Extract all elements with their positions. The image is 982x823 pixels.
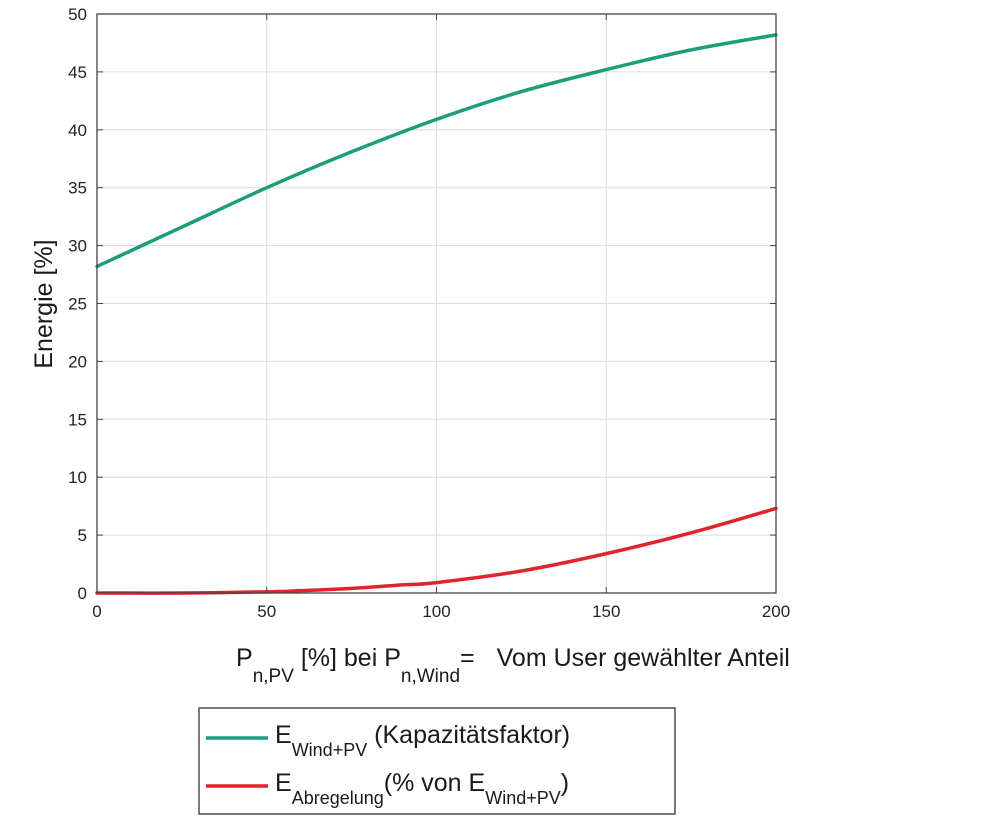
- legend: EWind+PV (Kapazitätsfaktor) EAbregelung(…: [198, 707, 676, 815]
- legend-abregelung-close: ): [561, 769, 569, 797]
- y-tick-label: 15: [68, 410, 87, 429]
- x-axis-label: Pn,PV [%] bei Pn,Wind= Vom User gewählter…: [236, 644, 790, 687]
- y-tick-label: 30: [68, 237, 87, 256]
- tick-labels: 0 50 100 150 200 0 5 10 15 20 25 30 35 40 45 50: [68, 5, 790, 621]
- x-axis-label-mid-sub: n,Wind: [401, 666, 460, 687]
- x-tick-label: 0: [92, 602, 101, 621]
- x-tick-label: 100: [422, 602, 450, 621]
- x-tick-label: 200: [762, 602, 790, 621]
- y-tick-label: 35: [68, 179, 87, 198]
- legend-entry-wind-pv: EWind+PV (Kapazitätsfaktor): [275, 721, 570, 760]
- y-tick-label: 5: [78, 526, 87, 545]
- x-axis-label-mid: [%] bei P: [294, 644, 401, 672]
- legend-wind-pv-base: E: [275, 721, 292, 749]
- y-tick-label: 20: [68, 352, 87, 371]
- y-tick-label: 10: [68, 468, 87, 487]
- y-tick-label: 50: [68, 5, 87, 24]
- legend-wind-pv-sub: Wind+PV: [292, 740, 368, 760]
- x-tick-label: 150: [592, 602, 620, 621]
- x-axis-label-tail: Vom User gewählter Anteil: [497, 644, 790, 672]
- y-tick-label: 45: [68, 63, 87, 82]
- legend-abregelung-text: (% von E: [384, 769, 485, 797]
- grid: [96, 13, 777, 594]
- legend-entry-abregelung: EAbregelung(% von EWind+PV): [275, 769, 569, 808]
- y-tick-label: 0: [78, 584, 87, 603]
- legend-wind-pv-text: (Kapazitätsfaktor): [367, 721, 570, 749]
- y-tick-label: 25: [68, 295, 87, 314]
- legend-abregelung-sub: Abregelung: [292, 788, 384, 808]
- x-axis-label-base: P: [236, 644, 253, 672]
- legend-abregelung-sub2: Wind+PV: [485, 788, 561, 808]
- legend-abregelung-base: E: [275, 769, 292, 797]
- x-tick-label: 50: [257, 602, 276, 621]
- x-axis-label-base-sub: n,PV: [253, 666, 295, 687]
- y-axis-label: Energie [%]: [30, 239, 58, 368]
- series-line-wind_pv: [95, 33, 778, 269]
- legend-box: [198, 707, 676, 815]
- y-tick-label: 40: [68, 121, 87, 140]
- x-axis-label-eq: =: [460, 644, 475, 672]
